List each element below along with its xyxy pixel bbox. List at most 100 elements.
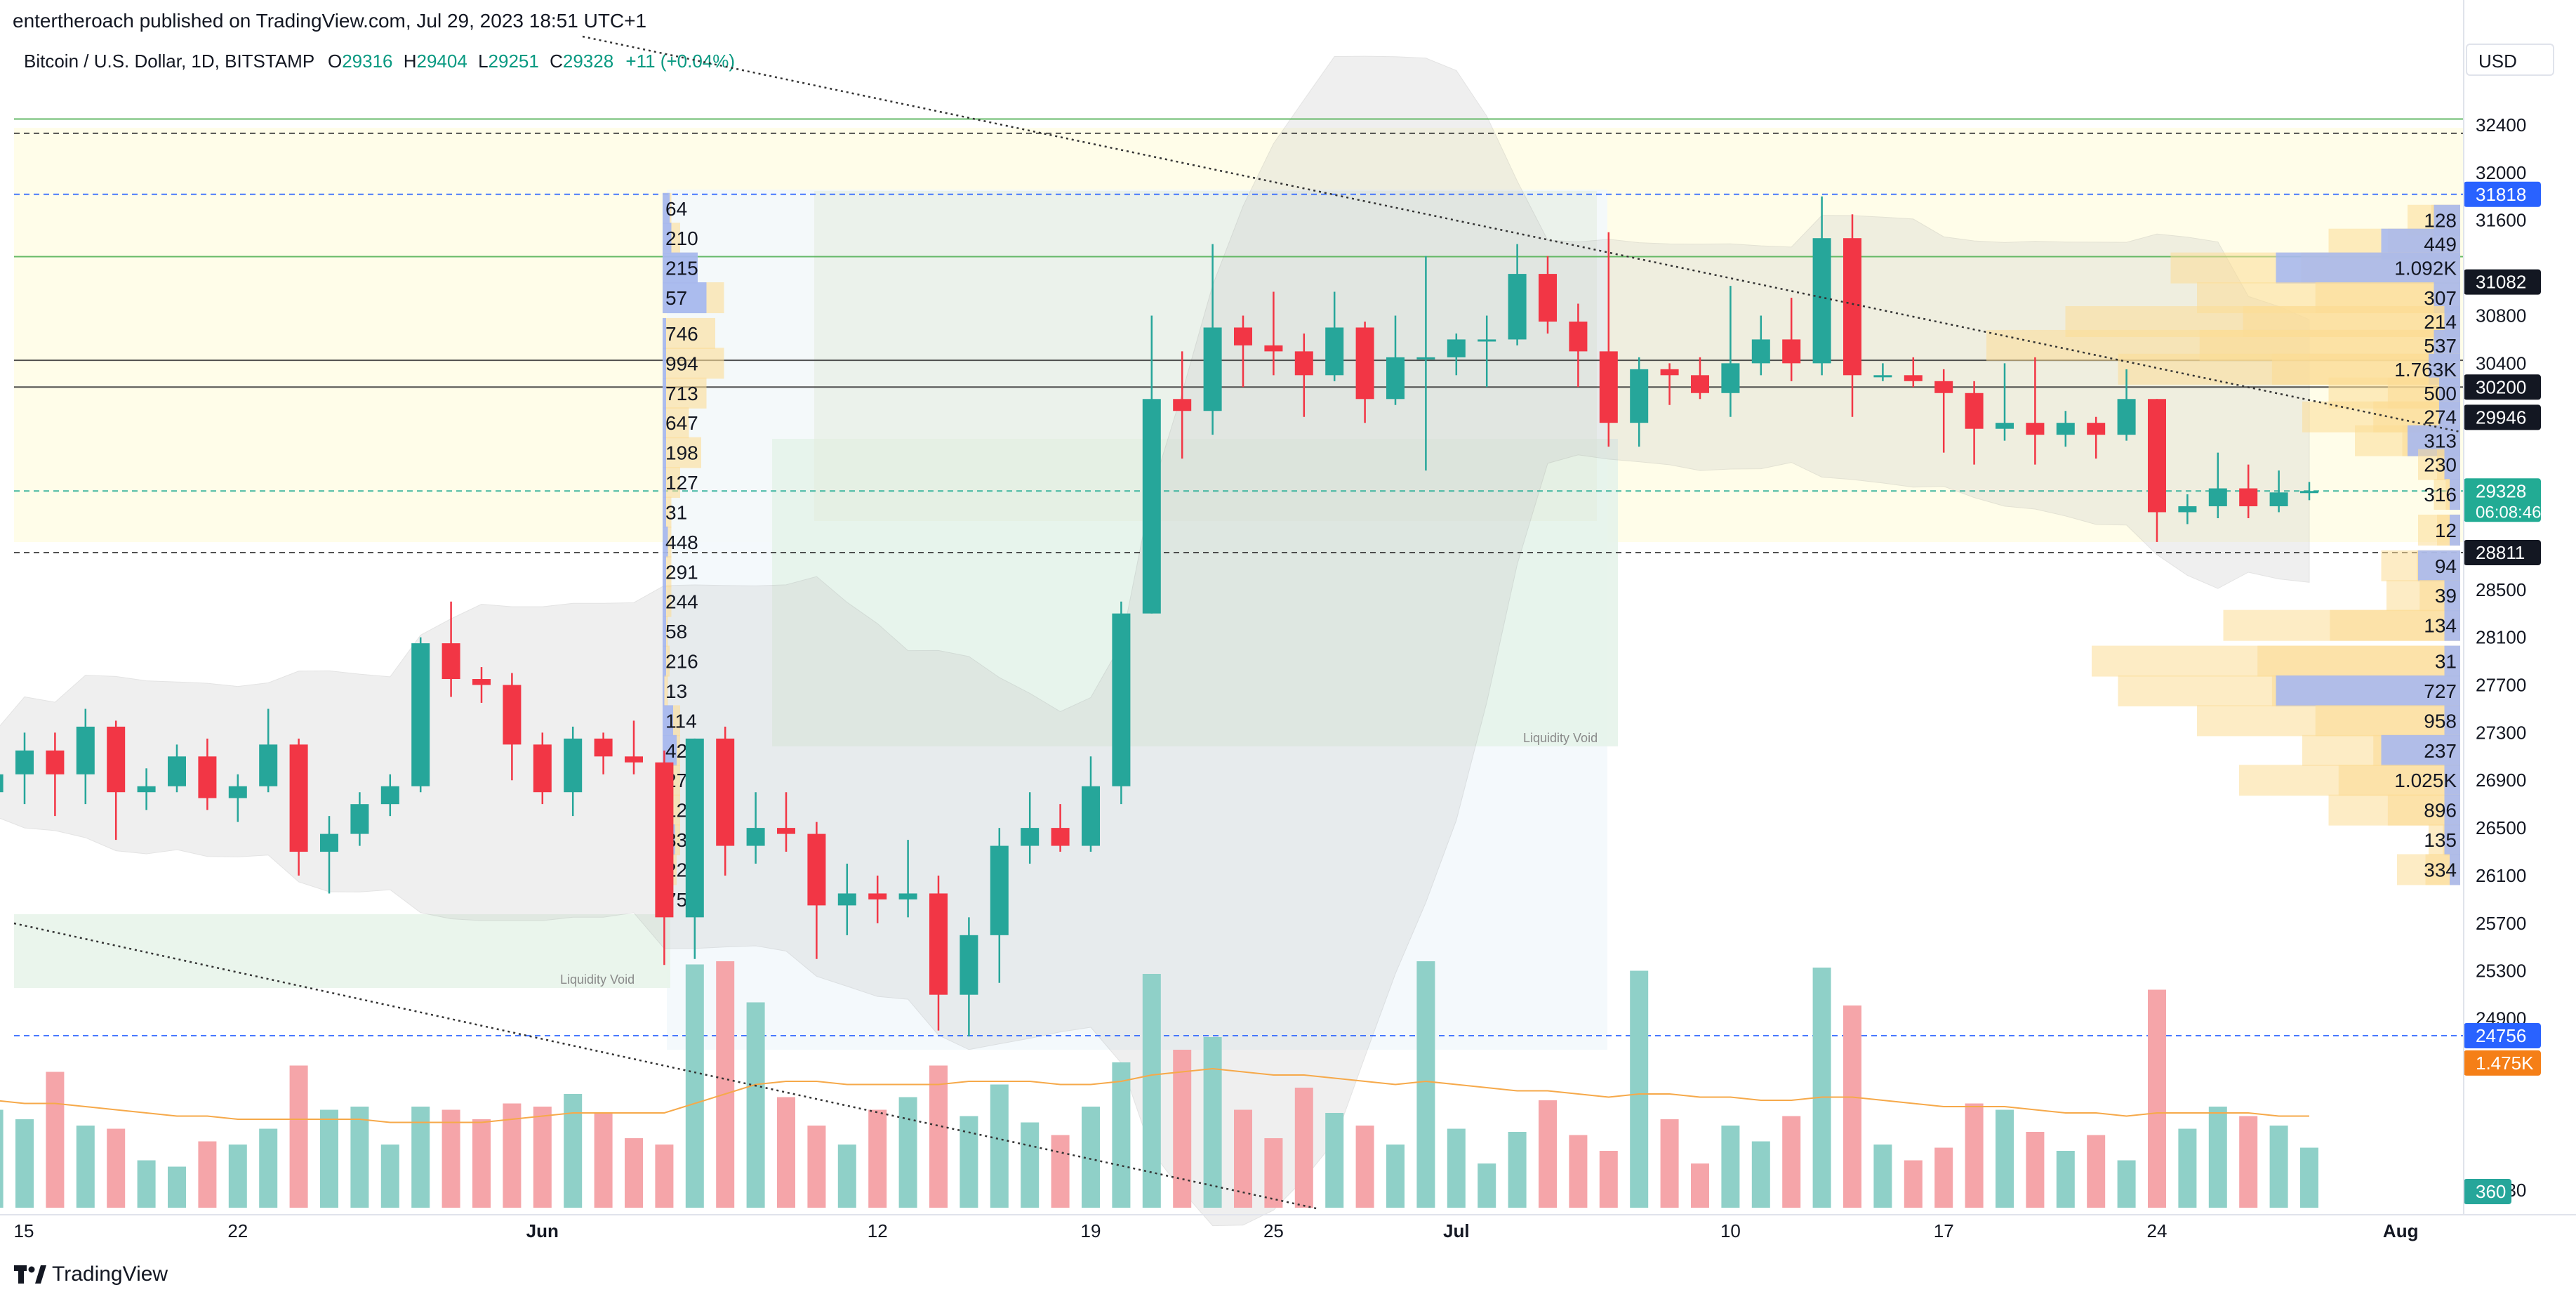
volume-ma-line	[0, 1067, 2309, 1123]
price-tag-countdown-4: 06:08:46	[2476, 503, 2541, 522]
left-profile-label-1: 210	[665, 228, 698, 249]
candle-body-59	[1782, 339, 1801, 364]
volume-bar-27	[807, 1126, 826, 1208]
y-tick-label-0: 32400	[2476, 114, 2526, 136]
volume-bar-31	[929, 1065, 948, 1208]
volume-ma-tag-label: 1.475K	[2476, 1053, 2534, 1074]
candle-body-56	[1691, 375, 1709, 393]
candle-body-14	[411, 643, 430, 786]
left-profile-bar-blue-16	[663, 675, 665, 706]
candle-body-67	[2026, 423, 2045, 435]
right-profile-label-6: 1.763K	[2394, 359, 2457, 381]
volume-bar-9	[259, 1128, 278, 1208]
volume-bar-75	[2269, 1126, 2288, 1208]
left-profile-bar-total-8	[663, 437, 701, 468]
x-tick-label-7: 10	[1720, 1220, 1741, 1241]
y-tick-label-10: 26500	[2476, 817, 2526, 838]
left-profile-bar-blue-5	[663, 348, 666, 379]
price-tag-6	[2464, 1023, 2541, 1049]
right-profile-label-23: 334	[2424, 859, 2457, 881]
volume-bar-16	[472, 1119, 491, 1208]
right-profile-bar-blue-19	[2381, 734, 2460, 766]
footer-brand[interactable]: TradingView	[14, 1262, 168, 1287]
candle-body-75	[2269, 492, 2288, 506]
candle-body-4	[107, 726, 126, 793]
volume-bar-24	[716, 961, 735, 1208]
right-profile-label-18: 958	[2424, 710, 2457, 732]
volume-bar-63	[1904, 1160, 1923, 1208]
y-tick-label-4: 30400	[2476, 352, 2526, 374]
left-profile-bar-blue-9	[663, 467, 666, 499]
candle-body-30	[898, 893, 917, 899]
currency-button[interactable]: USD	[2466, 44, 2554, 76]
candle-body-20	[594, 738, 613, 757]
x-tick-label-5: 25	[1263, 1220, 1284, 1241]
candle-body-69	[2087, 423, 2106, 435]
candle-body-57	[1721, 363, 1740, 393]
x-tick-label-9: 24	[2147, 1220, 2167, 1241]
volume-bar-44	[1325, 1113, 1344, 1208]
candle-body-71	[2148, 399, 2166, 513]
currency-button-label: USD	[2478, 51, 2517, 72]
volume-bar-11	[320, 1109, 338, 1208]
volume-bar-51	[1539, 1100, 1557, 1208]
candle-body-8	[228, 786, 247, 798]
volume-bar-18	[533, 1107, 552, 1208]
right-profile-bar-blue-10	[2444, 449, 2460, 480]
right-profile-bar-blue-16	[2444, 645, 2460, 677]
candle-body-66	[1996, 423, 2014, 429]
left-profile-bar-blue-10	[663, 496, 666, 528]
symbol-title[interactable]: Bitcoin / U.S. Dollar, 1D, BITSTAMP	[24, 51, 314, 72]
volume-bar-74	[2239, 1116, 2258, 1208]
candle-body-17	[503, 685, 522, 745]
volume-bar-66	[1996, 1109, 2014, 1208]
candle-body-7	[198, 756, 217, 798]
y-tick-label-12: 25700	[2476, 913, 2526, 934]
candle-body-50	[1508, 274, 1527, 340]
volume-bar-68	[2056, 1151, 2075, 1208]
volume-bar-1	[15, 1119, 34, 1208]
left-profile-bar-blue-2	[663, 252, 698, 284]
candle-body-38	[1142, 399, 1161, 614]
volume-bar-32	[960, 1116, 978, 1208]
left-profile-label-16: 13	[665, 680, 687, 702]
right-profile-label-22: 135	[2424, 829, 2457, 851]
right-profile-bar-blue-11	[2450, 479, 2460, 510]
left-profile-bar-blue-1	[663, 223, 672, 254]
candle-body-39	[1173, 399, 1192, 411]
candle-body-52	[1569, 321, 1588, 352]
volume-bar-7	[198, 1141, 217, 1208]
right-profile-label-8: 274	[2424, 407, 2457, 428]
candle-body-2	[46, 750, 65, 774]
right-profile-label-1: 449	[2424, 234, 2457, 256]
left-profile-bar-blue-18	[663, 734, 677, 766]
candle-body-13	[380, 786, 399, 805]
volume-bar-57	[1721, 1126, 1740, 1208]
price-tag-label-5: 28811	[2476, 542, 2525, 563]
volume-bar-45	[1355, 1126, 1374, 1208]
volume-bar-53	[1599, 1151, 1618, 1208]
candle-body-70	[2117, 399, 2136, 435]
close-value: 29328	[562, 51, 614, 72]
volume-bar-62	[1873, 1145, 1892, 1208]
price-tag-label-4: 29328	[2476, 480, 2526, 501]
candle-body-12	[350, 804, 369, 834]
candle-body-46	[1386, 357, 1405, 400]
price-tag-label-0: 31818	[2476, 184, 2526, 205]
volume-bar-42	[1264, 1138, 1283, 1208]
left-profile-label-6: 713	[665, 383, 698, 404]
price-tag-2	[2464, 374, 2541, 400]
candle-body-45	[1355, 327, 1374, 400]
volume-bar-23	[685, 964, 704, 1208]
candle-body-63	[1904, 375, 1923, 381]
right-profile-label-4: 214	[2424, 311, 2457, 333]
left-profile-label-13: 244	[665, 591, 698, 613]
x-tick-label-6: Jul	[1443, 1220, 1470, 1241]
x-tick-label-2: Jun	[526, 1220, 559, 1241]
left-profile-label-3: 57	[665, 287, 687, 309]
candle-body-5	[137, 786, 156, 793]
candle-body-9	[259, 744, 278, 786]
candle-body-55	[1660, 369, 1679, 376]
volume-bar-61	[1843, 1005, 1861, 1208]
